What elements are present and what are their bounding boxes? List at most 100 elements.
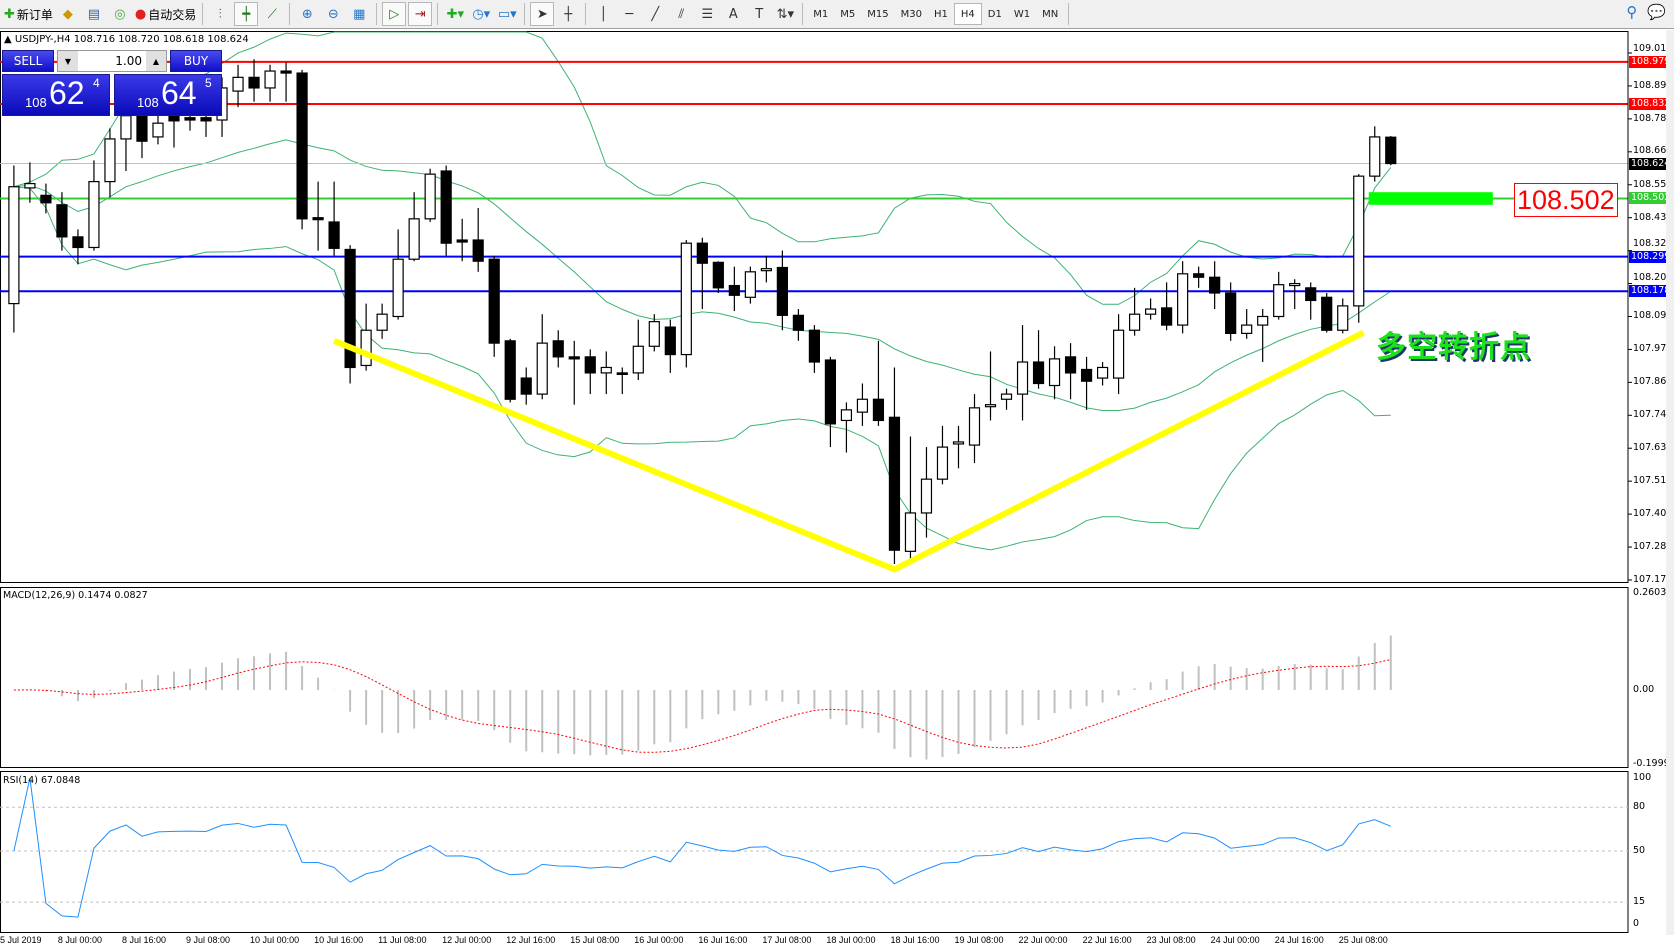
vertical-line-icon: │: [599, 6, 608, 22]
buy-button[interactable]: BUY: [170, 50, 222, 72]
candlestick-button[interactable]: ┿: [234, 2, 259, 26]
vertical-line-button[interactable]: │: [591, 2, 615, 26]
candle: [56, 192, 68, 251]
trendline-button[interactable]: ╱: [643, 2, 667, 26]
candle: [568, 340, 580, 405]
navigator-button[interactable]: ▤: [82, 2, 106, 26]
horizontal-line-icon: ─: [625, 6, 634, 22]
bull-candle-body: [600, 366, 612, 374]
channel-button[interactable]: ⫽: [669, 2, 693, 26]
candle: [760, 255, 772, 283]
timeframe-m1[interactable]: M1: [813, 8, 829, 20]
candle: [648, 314, 660, 352]
timeframe-w1[interactable]: W1: [1013, 8, 1031, 20]
time-axis-label: 18 Jul 00:00: [826, 935, 876, 945]
bear-candle-body: [1209, 276, 1221, 294]
separator: [585, 3, 587, 25]
crosshair-button[interactable]: ┼: [556, 2, 580, 26]
separator: [376, 3, 378, 25]
price-level-tag: 108.178: [1629, 285, 1673, 298]
market-watch-button[interactable]: ◆: [56, 2, 80, 26]
timeframe-d1[interactable]: D1: [987, 8, 1002, 20]
bear-candle-body: [568, 356, 580, 360]
price-level-tag: 108.299: [1629, 250, 1673, 263]
bull-candle-body: [360, 329, 372, 367]
rsi-axis-label: 15: [1633, 896, 1646, 908]
signal-button[interactable]: ◎: [108, 2, 132, 26]
text-button[interactable]: A: [721, 2, 745, 26]
bull-candle-body: [904, 512, 917, 552]
search-icon[interactable]: ⚲: [1626, 3, 1638, 21]
bull-candle-body: [952, 441, 965, 445]
periods-button[interactable]: ◷▾: [469, 2, 493, 26]
lot-input[interactable]: 1.00: [115, 54, 142, 68]
separator: [802, 3, 804, 25]
auto-trading-button[interactable]: ● 自动交易: [134, 6, 197, 22]
separator: [1068, 3, 1070, 25]
candle: [280, 62, 292, 102]
bull-candle-body: [1337, 305, 1349, 331]
sell-price-prefix: 108: [25, 95, 47, 110]
time-axis-label: 8 Jul 00:00: [57, 935, 102, 945]
price-axis-label: 108.780: [1633, 112, 1673, 124]
bull-candle-body: [24, 182, 36, 189]
rsi-panel[interactable]: [0, 768, 1674, 938]
time-axis-label: 15 Jul 08:00: [570, 935, 620, 945]
candle: [296, 69, 308, 230]
lot-increase-button[interactable]: ▲: [146, 51, 166, 71]
annotation-text[interactable]: 多空转折点: [1376, 330, 1531, 365]
cursor-button[interactable]: ➤: [530, 2, 555, 26]
label-button[interactable]: T: [747, 2, 771, 26]
macd-panel[interactable]: [0, 584, 1674, 774]
scrollbar[interactable]: [1666, 30, 1674, 935]
price-chart[interactable]: [0, 0, 1674, 584]
zoom-out-button[interactable]: ⊖: [321, 2, 345, 26]
fibonacci-button[interactable]: ☰: [695, 2, 719, 26]
timeframe-h1[interactable]: H1: [934, 8, 948, 20]
candle: [1241, 309, 1253, 339]
candle: [616, 367, 628, 395]
timeframe-m15[interactable]: M15: [867, 8, 889, 20]
arrows-button[interactable]: ⇅▾: [773, 2, 797, 26]
price-axis-label: 108.205: [1633, 272, 1673, 284]
trend-line: [332, 329, 1365, 573]
candle: [1032, 330, 1045, 389]
price-axis-label: 107.745: [1633, 409, 1673, 421]
sell-button[interactable]: SELL: [2, 50, 54, 72]
time-axis-label: 12 Jul 16:00: [506, 935, 556, 945]
candle: [664, 319, 676, 373]
indicators-button[interactable]: ✚▾: [443, 2, 467, 26]
time-axis-label: 17 Jul 08:00: [762, 935, 812, 945]
chart-shift-button[interactable]: ⇥: [408, 2, 433, 26]
time-axis-label: 9 Jul 08:00: [186, 935, 231, 945]
bar-chart-button[interactable]: ⫶: [208, 2, 232, 26]
buy-price[interactable]: 108 64 5: [114, 74, 222, 116]
candle: [88, 160, 100, 251]
timeframe-h4[interactable]: H4: [953, 3, 982, 25]
bear-candle-body: [472, 239, 484, 262]
level-price-label[interactable]: 108.502: [1514, 183, 1618, 217]
timeframe-mn[interactable]: MN: [1042, 8, 1059, 20]
time-axis-label: 24 Jul 00:00: [1210, 935, 1260, 945]
lot-decrease-button[interactable]: ▼: [58, 51, 78, 71]
horizontal-line-button[interactable]: ─: [617, 2, 641, 26]
lot-stepper[interactable]: ▼ 1.00 ▲: [57, 50, 167, 72]
time-axis-label: 11 Jul 08:00: [378, 935, 427, 945]
candle: [632, 319, 644, 381]
timeframe-m30[interactable]: M30: [900, 8, 922, 20]
buy-price-prefix: 108: [137, 95, 159, 110]
zoom-in-button[interactable]: ⊕: [295, 2, 319, 26]
bear-candle-body: [1385, 136, 1397, 165]
time-axis-label: 22 Jul 00:00: [1018, 935, 1068, 945]
bear-candle-body: [1161, 307, 1173, 326]
templates-button[interactable]: ▭▾: [495, 2, 519, 26]
tile-button[interactable]: ▦: [347, 2, 371, 26]
bear-candle-body: [584, 356, 596, 374]
autoscroll-button[interactable]: ▷: [382, 2, 407, 26]
new-order-button[interactable]: ✚ 新订单: [4, 6, 53, 22]
separator: [437, 3, 439, 25]
sell-price[interactable]: 108 62 4: [2, 74, 110, 116]
line-chart-button[interactable]: ⟋: [260, 2, 284, 26]
timeframe-m5[interactable]: M5: [840, 8, 856, 20]
chat-icon[interactable]: 💬: [1647, 3, 1666, 21]
